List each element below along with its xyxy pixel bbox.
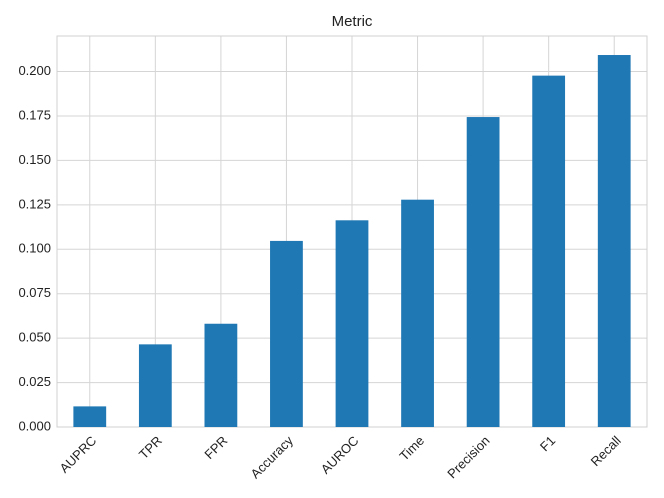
bar xyxy=(204,323,238,427)
x-tick-label: Time xyxy=(396,433,427,464)
x-tick-label: FPR xyxy=(201,433,230,462)
x-tick-label: F1 xyxy=(537,433,558,454)
y-tick-label: 0.025 xyxy=(18,374,51,389)
y-tick-label: 0.150 xyxy=(18,152,51,167)
x-tick-label: Accuracy xyxy=(248,433,297,482)
bar xyxy=(466,117,500,427)
bar xyxy=(532,75,566,427)
bar xyxy=(335,220,369,427)
y-tick-label: 0.050 xyxy=(18,330,51,345)
x-tick-label: AUROC xyxy=(318,433,362,477)
y-tick-label: 0.200 xyxy=(18,63,51,78)
y-tick-label: 0.100 xyxy=(18,241,51,256)
bar xyxy=(270,240,303,427)
chart-title: Metric xyxy=(332,13,373,30)
x-tick-label: AUPRC xyxy=(57,433,100,476)
bar xyxy=(73,406,107,427)
y-tick-label: 0.000 xyxy=(18,418,51,433)
x-tick-label: Recall xyxy=(588,433,624,469)
bar xyxy=(597,55,631,428)
x-tick-label: TPR xyxy=(136,433,165,462)
y-tick-label: 0.075 xyxy=(18,285,51,300)
x-tick-label: Precision xyxy=(444,433,492,481)
y-tick-label: 0.175 xyxy=(18,107,51,122)
bar xyxy=(138,344,172,427)
bar xyxy=(401,199,434,427)
y-tick-label: 0.125 xyxy=(18,196,51,211)
